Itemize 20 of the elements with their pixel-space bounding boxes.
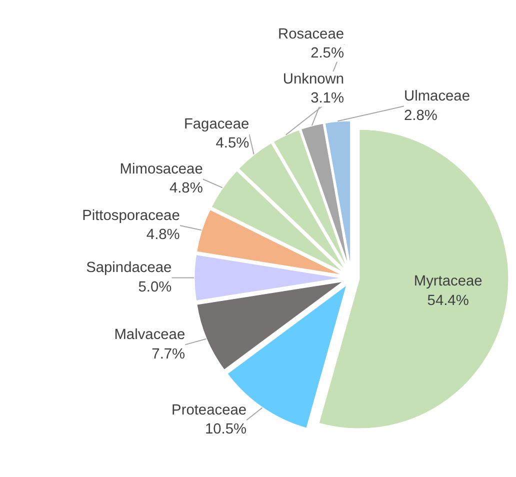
slice-label: Sapindaceae [86,260,172,276]
slice-label: Malvaceae [114,327,186,344]
data-label: 2.8% [404,108,438,124]
slice-label: Ulmaceae [404,88,470,105]
slice-label: Mimosaceae [120,162,203,178]
slice-label: Unknown [282,72,344,88]
data-label: 10.5% [204,422,247,438]
slice-label: Fagaceae [184,116,250,133]
slice-label: Pittosporaceae [82,208,180,224]
slice-label: Myrtaceae [414,274,482,290]
data-label: 4.8% [146,227,180,244]
data-label: 4.5% [216,136,250,152]
slice-label: Proteaceae [172,402,247,419]
data-label: 3.1% [310,90,344,107]
slice-label: Rosaceae [278,26,344,43]
data-label: 4.8% [169,180,203,197]
data-label: 5.0% [138,279,172,296]
data-label: 54.4% [427,292,469,309]
data-label: 7.7% [152,346,186,362]
data-label: 2.5% [310,46,344,62]
